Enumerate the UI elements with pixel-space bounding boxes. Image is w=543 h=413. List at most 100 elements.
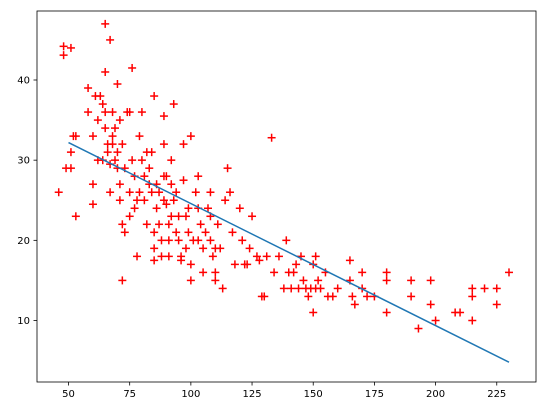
- scatter-point: [184, 228, 193, 237]
- scatter-point: [279, 284, 288, 293]
- scatter-point: [101, 19, 110, 28]
- scatter-point: [282, 236, 291, 245]
- x-axis: 50 75 100 125 150 175 200 225: [62, 382, 506, 400]
- scatter-point: [167, 212, 176, 221]
- scatter-point: [172, 188, 181, 197]
- scatter-point: [468, 284, 477, 293]
- scatter-point: [270, 268, 279, 277]
- scatter-point: [177, 256, 186, 265]
- scatter-point: [260, 292, 269, 301]
- scatter-point: [84, 84, 93, 93]
- scatter-point: [287, 284, 296, 293]
- scatter-point: [155, 220, 164, 229]
- scatter-point: [292, 260, 301, 269]
- scatter-point: [181, 244, 190, 253]
- scatter-point: [71, 212, 80, 221]
- scatter-point: [66, 164, 75, 173]
- scatter-point: [150, 256, 159, 265]
- scatter-point: [414, 324, 423, 333]
- scatter-point: [426, 276, 435, 285]
- scatter-point: [431, 316, 440, 325]
- scatter-point: [167, 156, 176, 165]
- scatter-point: [128, 156, 137, 165]
- scatter-point: [115, 196, 124, 205]
- scatter-point: [147, 148, 156, 157]
- scatter-point: [157, 252, 166, 261]
- x-tick-label: 150: [304, 389, 323, 400]
- scatter-point: [167, 180, 176, 189]
- scatter-point: [252, 252, 261, 261]
- scatter-point: [492, 284, 501, 293]
- scatter-point: [174, 212, 183, 221]
- scatter-point: [147, 188, 156, 197]
- scatter-point: [194, 236, 203, 245]
- scatter-point: [66, 43, 75, 52]
- scatter-point: [157, 236, 166, 245]
- scatter-point: [255, 256, 264, 265]
- scatter-point: [54, 188, 63, 197]
- scatter-point: [106, 188, 115, 197]
- scatter-point: [103, 148, 112, 157]
- scatter-point: [88, 132, 97, 141]
- scatter-point: [110, 124, 119, 133]
- scatter-point: [125, 188, 134, 197]
- scatter-point: [66, 148, 75, 157]
- scatter-point: [71, 132, 80, 141]
- scatter-point: [274, 252, 283, 261]
- scatter-point: [162, 200, 171, 209]
- scatter-point: [172, 228, 181, 237]
- scatter-point: [174, 236, 183, 245]
- scatter-point: [88, 200, 97, 209]
- scatter-point: [304, 292, 313, 301]
- scatter-point: [328, 292, 337, 301]
- scatter-point: [196, 220, 205, 229]
- scatter-point: [382, 268, 391, 277]
- scatter-point: [110, 156, 119, 165]
- scatter-point: [211, 276, 220, 285]
- scatter-point: [316, 284, 325, 293]
- y-tick-label: 40: [17, 76, 30, 87]
- x-tick-label: 175: [365, 389, 384, 400]
- scatter-point: [181, 212, 190, 221]
- scatter-point: [118, 220, 127, 229]
- y-tick-label: 10: [17, 316, 30, 327]
- scatter-point: [164, 236, 173, 245]
- scatter-point: [84, 108, 93, 117]
- y-axis: 10 20 30 40: [17, 76, 37, 327]
- scatter-point: [228, 228, 237, 237]
- x-tick-label: 125: [242, 389, 261, 400]
- scatter-point: [88, 180, 97, 189]
- scatter-point: [199, 268, 208, 277]
- scatter-point: [162, 172, 171, 181]
- scatter-point: [155, 188, 164, 197]
- scatter-point: [150, 244, 159, 253]
- scatter-point: [133, 196, 142, 205]
- scatter-point: [106, 35, 115, 44]
- scatter-point: [113, 148, 122, 157]
- scatter-point: [505, 268, 513, 277]
- scatter-point: [130, 204, 139, 213]
- scatter-point: [115, 180, 124, 189]
- scatter-point: [137, 156, 146, 165]
- scatter-point: [120, 228, 129, 237]
- scatter-point: [186, 132, 195, 141]
- x-tick-label: 50: [62, 389, 75, 400]
- scatter-point: [230, 260, 239, 269]
- scatter-point: [235, 204, 244, 213]
- scatter-point: [140, 172, 149, 181]
- scatter-point: [135, 188, 144, 197]
- scatter-point: [262, 252, 271, 261]
- scatter-point: [150, 92, 159, 101]
- scatter-point: [115, 116, 124, 125]
- scatter-point: [203, 204, 212, 213]
- scatter-point: [159, 140, 168, 149]
- scatter-point: [243, 260, 252, 269]
- scatter-point: [223, 164, 232, 173]
- scatter-point: [221, 196, 230, 205]
- scatter-point: [169, 196, 178, 205]
- scatter-point: [186, 260, 195, 269]
- scatter-point: [186, 276, 195, 285]
- scatter-point: [59, 42, 68, 51]
- scatter-point: [289, 268, 298, 277]
